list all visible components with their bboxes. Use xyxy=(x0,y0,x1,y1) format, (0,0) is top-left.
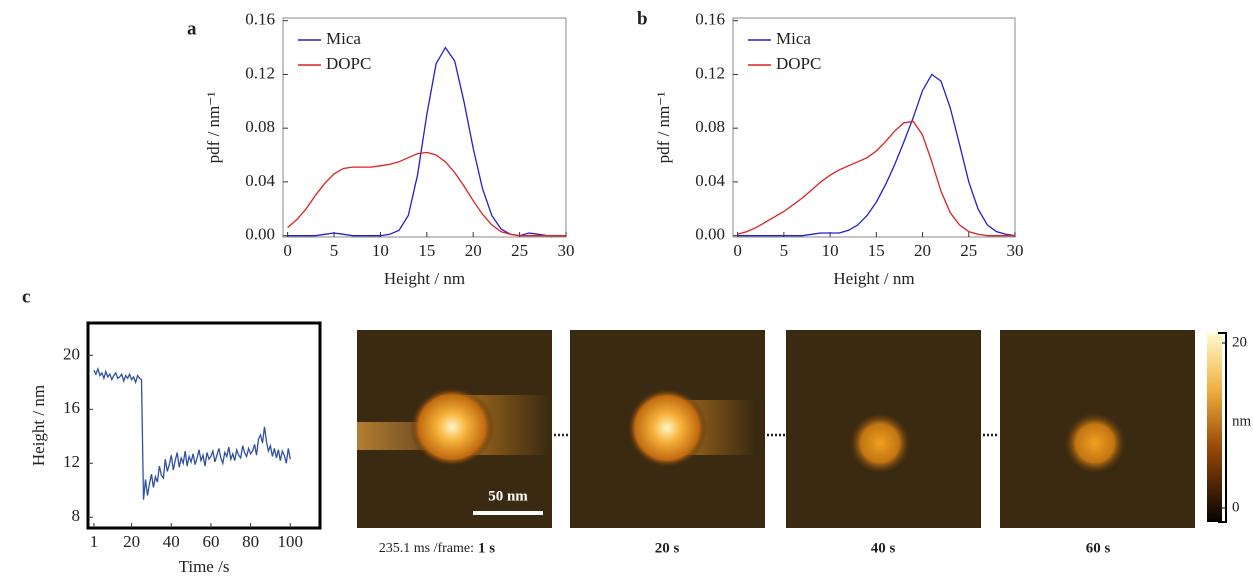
x-axis-label: Height / nm xyxy=(384,269,465,288)
plot-frame xyxy=(732,17,1016,238)
x-tick-label: 20 xyxy=(465,241,482,260)
series-line xyxy=(287,46,566,237)
frame-rate: 235.1 ms /frame: xyxy=(379,541,474,556)
y-tick-label: 0.12 xyxy=(695,63,725,82)
x-tick-label: 10 xyxy=(372,241,389,260)
x-tick-label: 15 xyxy=(868,241,885,260)
x-tick-label: 60 xyxy=(202,532,219,551)
x-tick-label: 20 xyxy=(914,241,931,260)
y-axis-label: Height / nm xyxy=(29,385,48,466)
colorbar xyxy=(1207,333,1222,522)
x-tick-label: 25 xyxy=(960,241,977,260)
y-tick-label: 0.16 xyxy=(245,10,275,29)
y-tick-label: 0.08 xyxy=(695,117,725,136)
x-tick-label: 30 xyxy=(1007,241,1024,260)
colorbar-frame xyxy=(1218,332,1227,523)
y-axis-label: pdf / nm⁻¹ xyxy=(654,92,673,164)
colorbar-tick-label: 20 xyxy=(1232,334,1247,350)
x-tick-label: 25 xyxy=(511,241,528,260)
y-tick-label: 0.12 xyxy=(245,63,275,82)
x-tick-label: 0 xyxy=(283,241,292,260)
y-axis-label: pdf / nm⁻¹ xyxy=(204,92,223,164)
scale-bar-label: 50 nm xyxy=(488,488,528,504)
afm-particle xyxy=(848,408,912,472)
colorbar-label: nm xyxy=(1232,413,1252,429)
frame-time: 60 s xyxy=(1086,540,1111,556)
afm-frames: 50 nm 235.1 ms /frame: 1 s 20 s 40 s 60 … xyxy=(357,330,1252,556)
y-tick-label: 8 xyxy=(72,506,81,525)
x-tick-label: 15 xyxy=(418,241,435,260)
y-tick-label: 16 xyxy=(63,398,80,417)
x-tick-label: 10 xyxy=(822,241,839,260)
legend-label: DOPC xyxy=(326,54,371,73)
frame-time: 40 s xyxy=(871,540,896,556)
legend-label: Mica xyxy=(326,29,361,48)
y-tick-label: 0.00 xyxy=(245,225,275,244)
frame-time: 1 s xyxy=(478,540,495,556)
plot-frame xyxy=(86,321,322,530)
x-axis-label: Time /s xyxy=(179,557,230,576)
x-tick-label: 80 xyxy=(242,532,259,551)
afm-particle xyxy=(410,387,494,467)
x-tick-label: 5 xyxy=(330,241,339,260)
y-tick-label: 12 xyxy=(63,452,80,471)
x-tick-label: 30 xyxy=(558,241,575,260)
y-tick-label: 0.04 xyxy=(695,171,725,190)
panel-label: b xyxy=(637,8,648,29)
colorbar-tick-label: 0 xyxy=(1232,499,1240,515)
x-axis-label: Height / nm xyxy=(833,269,914,288)
panel-label: a xyxy=(187,18,197,39)
x-tick-label: 0 xyxy=(733,241,742,260)
panel-label: c xyxy=(22,286,30,307)
y-tick-label: 20 xyxy=(63,344,80,363)
x-tick-label: 1 xyxy=(90,532,99,551)
series-line xyxy=(93,366,291,500)
legend-label: DOPC xyxy=(776,54,821,73)
legend-label: Mica xyxy=(776,29,811,48)
x-tick-label: 40 xyxy=(163,532,180,551)
afm-particle xyxy=(627,388,707,468)
series-line xyxy=(737,120,1015,237)
y-tick-label: 0.00 xyxy=(695,225,725,244)
x-tick-label: 20 xyxy=(123,532,140,551)
x-tick-label: 100 xyxy=(278,532,304,551)
afm-particle xyxy=(1063,408,1127,472)
frame-time: 20 s xyxy=(655,540,680,556)
y-tick-label: 0.08 xyxy=(245,117,275,136)
x-tick-label: 5 xyxy=(780,241,789,260)
series-line xyxy=(287,151,566,237)
y-tick-label: 0.04 xyxy=(245,171,275,190)
series-line xyxy=(737,73,1016,237)
plot-frame xyxy=(282,17,567,238)
y-tick-label: 0.16 xyxy=(695,10,725,29)
